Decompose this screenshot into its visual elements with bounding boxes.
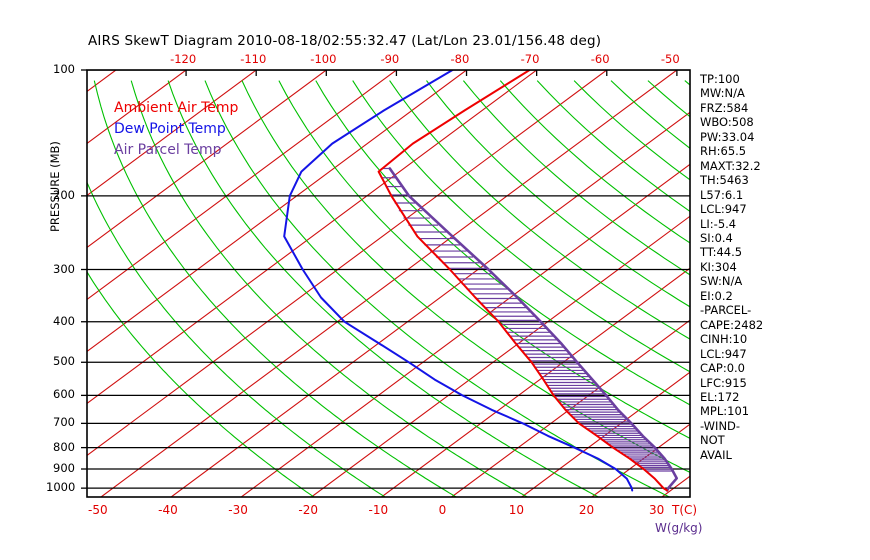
- parameter-item: MPL:101: [700, 404, 750, 419]
- bottom-temp-tick--30: -30: [228, 503, 248, 517]
- pressure-axis-label: PRESSURE (MB): [48, 141, 62, 232]
- legend-ambient-air-temp: Ambient Air Temp: [114, 100, 239, 116]
- pressure-tick-900: 900: [53, 461, 75, 475]
- parameter-item: CAPE:2482: [700, 317, 764, 332]
- parameter-item: LCL:947: [700, 346, 747, 361]
- parameter-item: -WIND-: [700, 418, 741, 433]
- parameter-item: -PARCEL-: [700, 303, 752, 318]
- parameter-item: EL:172: [700, 389, 740, 404]
- parameter-item: MAXT:32.2: [700, 158, 761, 173]
- page-title: AIRS SkewT Diagram 2010-08-18/02:55:32.4…: [88, 33, 602, 49]
- parameter-item: AVAIL: [700, 447, 732, 462]
- top-temp-tick--70: -70: [520, 52, 540, 66]
- temp-axis-unit-label: T(C): [672, 503, 698, 517]
- pressure-tick-400: 400: [53, 313, 75, 328]
- parameter-item: TT:44.5: [700, 245, 743, 260]
- pressure-tick-700: 700: [53, 415, 75, 430]
- parameter-item: RH:65.5: [700, 144, 747, 159]
- parameter-item: FRZ:584: [700, 100, 749, 115]
- bottom-temp-tick-10: 10: [508, 503, 524, 517]
- pressure-tick-300: 300: [53, 261, 75, 276]
- parameter-item: CINH:10: [700, 332, 748, 347]
- parameter-item: MW:N/A: [700, 86, 745, 101]
- top-temp-tick--80: -80: [450, 52, 470, 66]
- parameter-item: LFC:915: [700, 375, 747, 390]
- top-temp-tick--90: -90: [380, 52, 400, 66]
- parameter-item: EI:0.2: [700, 288, 733, 303]
- parameter-item: KI:304: [700, 259, 737, 274]
- parameter-item: SI:0.4: [700, 230, 733, 245]
- bottom-temp-tick-30: 30: [648, 503, 665, 517]
- parameter-item: TP:100: [700, 72, 740, 86]
- top-temp-tick--110: -110: [240, 52, 267, 66]
- bottom-temp-tick--40: -40: [158, 503, 178, 517]
- bottom-temp-tick-0: 0: [438, 503, 447, 517]
- bottom-temp-tick--50: -50: [88, 503, 108, 517]
- parameter-item: NOT: [700, 433, 725, 448]
- bottom-temp-tick--20: -20: [298, 503, 318, 517]
- pressure-tick-100: 100: [53, 62, 75, 76]
- parameter-item: SW:N/A: [700, 274, 743, 289]
- legend-dew-point-temp: Dew Point Temp: [114, 121, 226, 137]
- parameter-item: LI:-5.4: [700, 216, 737, 231]
- parameter-item: PW:33.04: [700, 129, 755, 144]
- top-temp-tick--100: -100: [310, 52, 337, 66]
- legend-air-parcel-temp: Air Parcel Temp: [114, 142, 222, 158]
- top-temp-tick--120: -120: [170, 52, 197, 66]
- parameter-item: WBO:508: [700, 115, 754, 130]
- pressure-tick-1000: 1000: [46, 480, 76, 495]
- parameter-item: L57:6.1: [700, 187, 744, 202]
- top-temp-tick--60: -60: [590, 52, 610, 66]
- pressure-tick-800: 800: [53, 439, 75, 454]
- mixing-ratio-axis-unit-label: W(g/kg): [655, 521, 703, 535]
- pressure-tick-200: 200: [53, 187, 75, 202]
- parameter-item: CAP:0.0: [700, 361, 745, 376]
- bottom-temp-tick--10: -10: [368, 503, 389, 517]
- parameter-item: TH:5463: [700, 173, 749, 188]
- pressure-tick-500: 500: [53, 354, 75, 369]
- pressure-tick-600: 600: [53, 387, 75, 402]
- bottom-temp-tick-20: 20: [578, 503, 595, 517]
- parameter-list: TP:100 MW:N/A FRZ:584 WBO:508 PW:33.04 RH:65.…: [700, 72, 810, 462]
- parameter-item: LCL:947: [700, 202, 747, 217]
- top-temp-tick--50: -50: [660, 52, 680, 66]
